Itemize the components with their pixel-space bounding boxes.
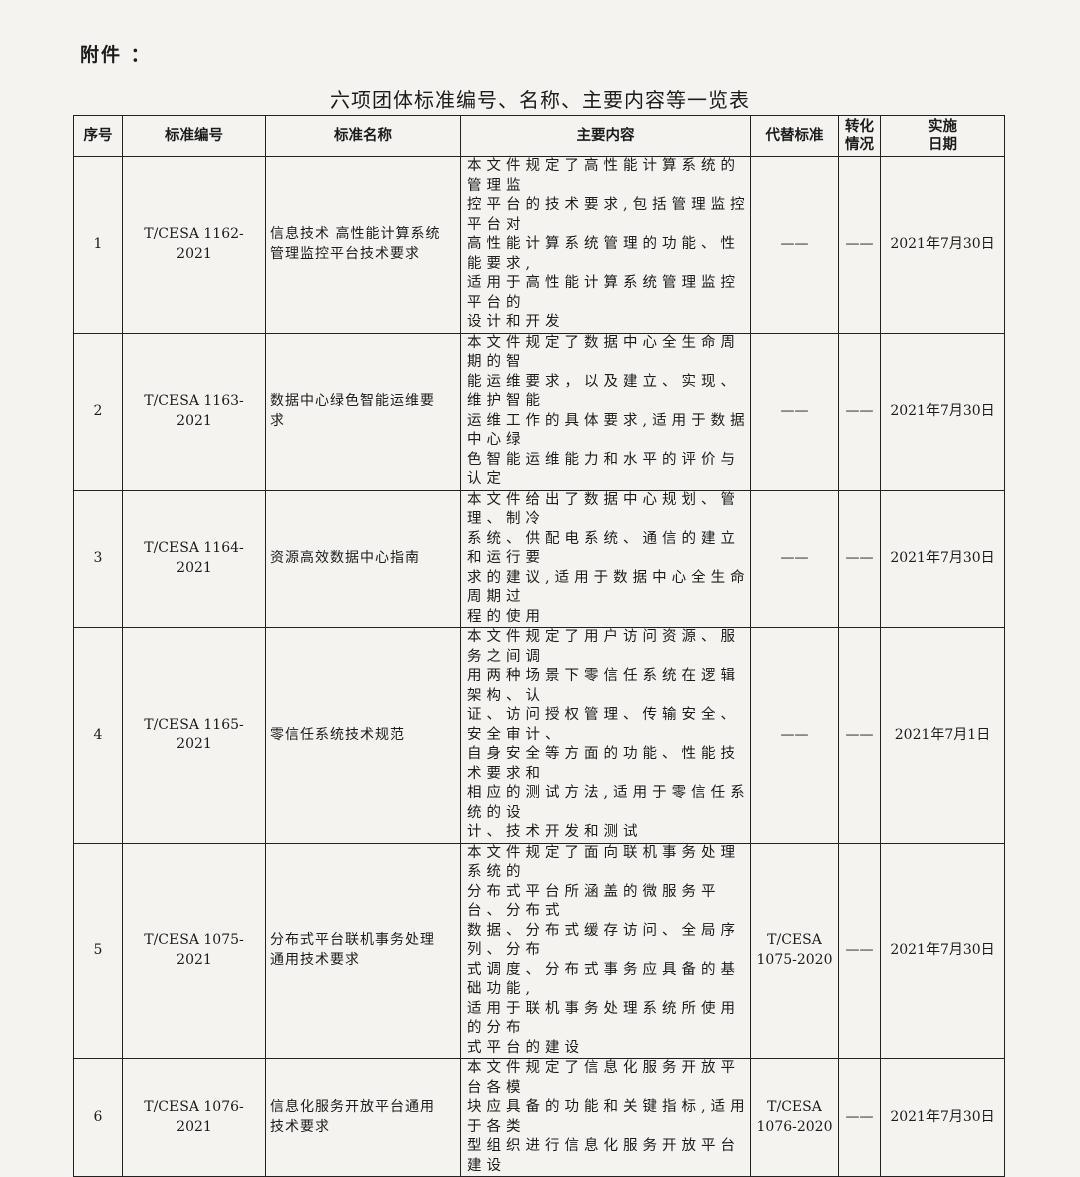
row-number: 5 xyxy=(73,842,123,1059)
header-code: 标准编号 xyxy=(122,115,266,157)
main-content: 本文件规定了面向联机事务处理系统的 分布式平台所涵盖的微服务平台、分布式 数据、… xyxy=(460,842,751,1059)
implementation-date: 2021年7月30日 xyxy=(880,156,1005,334)
implementation-date: 2021年7月30日 xyxy=(880,1058,1005,1177)
implementation-date: 2021年7月30日 xyxy=(880,332,1005,491)
attachment-label: 附件 ： xyxy=(80,44,152,66)
table-row: 3 T/CESA 1164-2021 资源高效数据中心指南 本文件给出了数据中心规划、… xyxy=(73,489,1005,628)
header-conversion: 转化 情况 xyxy=(838,115,881,157)
implementation-date: 2021年7月30日 xyxy=(880,489,1005,628)
header-name: 标准名称 xyxy=(265,115,461,157)
conversion-status: —— xyxy=(838,489,881,628)
row-number: 2 xyxy=(73,332,123,491)
standard-code: T/CESA 1076-2021 xyxy=(122,1058,266,1177)
conversion-status: —— xyxy=(838,332,881,491)
standard-name: 数据中心绿色智能运维要 求 xyxy=(265,332,461,491)
conversion-status: —— xyxy=(838,1058,881,1177)
replaced-standard: —— xyxy=(750,332,839,491)
standard-code: T/CESA 1162-2021 xyxy=(122,156,266,334)
row-number: 6 xyxy=(73,1058,123,1177)
standard-code: T/CESA 1164-2021 xyxy=(122,489,266,628)
table-row: 4 T/CESA 1165-2021 零信任系统技术规范 本文件规定了用户访问资源、服… xyxy=(73,627,1005,844)
implementation-date: 2021年7月1日 xyxy=(880,627,1005,844)
main-content: 本文件给出了数据中心规划、管理、制冷 系统、供配电系统、通信的建立和运行要 求的… xyxy=(460,489,751,628)
main-content: 本文件规定了信息化服务开放平台各模 块应具备的功能和关键指标,适用于各类 型组织… xyxy=(460,1058,751,1177)
row-number: 1 xyxy=(73,156,123,334)
main-content: 本文件规定了用户访问资源、服务之间调 用两种场景下零信任系统在逻辑架构、认 证、… xyxy=(460,627,751,844)
header-replaces: 代替标准 xyxy=(750,115,839,157)
standard-name: 资源高效数据中心指南 xyxy=(265,489,461,628)
table-row: 2 T/CESA 1163-2021 数据中心绿色智能运维要 求本文件规定了数据中心… xyxy=(73,332,1005,491)
header-content: 主要内容 xyxy=(460,115,751,157)
replaced-standard: T/CESA 1075-2020 xyxy=(750,842,839,1059)
conversion-status: —— xyxy=(838,627,881,844)
standards-table: 序号 标准编号 标准名称 主要内容 代替标准 转化 情况 实施 日期 1 T/CE… xyxy=(73,115,1005,1177)
implementation-date: 2021年7月30日 xyxy=(880,842,1005,1059)
replaced-standard: —— xyxy=(750,489,839,628)
replaced-standard: T/CESA 1076-2020 xyxy=(750,1058,839,1177)
standard-name: 信息化服务开放平台通用 技术要求 xyxy=(265,1058,461,1177)
table-row: 1 T/CESA 1162-2021 信息技术 高性能计算系统 管理监控平台技术要求… xyxy=(73,156,1005,334)
standard-code: T/CESA 1165-2021 xyxy=(122,627,266,844)
row-number: 3 xyxy=(73,489,123,628)
conversion-status: —— xyxy=(838,842,881,1059)
table-row: 5 T/CESA 1075-2021 分布式平台联机事务处理 通用技术要求 本文件规定… xyxy=(73,842,1005,1059)
standard-name: 分布式平台联机事务处理 通用技术要求 xyxy=(265,842,461,1059)
replaced-standard: —— xyxy=(750,156,839,334)
replaced-standard: —— xyxy=(750,627,839,844)
row-number: 4 xyxy=(73,627,123,844)
standard-code: T/CESA 1163-2021 xyxy=(122,332,266,491)
table-row: 6 T/CESA 1076-2021 信息化服务开放平台通用 技术要求 本文件规定了信… xyxy=(73,1058,1005,1177)
table-header-row: 序号 标准编号 标准名称 主要内容 代替标准 转化 情况 实施 日期 xyxy=(73,115,1005,157)
main-content: 本文件规定了高性能计算系统的管理监 控平台的技术要求,包括管理监控平台对 高性能… xyxy=(460,156,751,334)
header-no: 序号 xyxy=(73,115,123,157)
main-content: 本文件规定了数据中心全生命周期的智 能运维要求，以及建立、实现、维护智能 运维工… xyxy=(460,332,751,491)
document-title: 六项团体标准编号、名称、主要内容等一览表 xyxy=(330,88,750,112)
standard-name: 信息技术 高性能计算系统 管理监控平台技术要求 xyxy=(265,156,461,334)
standard-code: T/CESA 1075-2021 xyxy=(122,842,266,1059)
standard-name: 零信任系统技术规范 xyxy=(265,627,461,844)
conversion-status: —— xyxy=(838,156,881,334)
header-date: 实施 日期 xyxy=(880,115,1005,157)
